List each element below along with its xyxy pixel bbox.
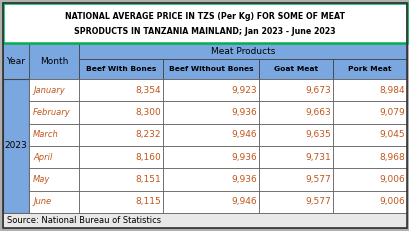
- Bar: [333, 191, 406, 213]
- Bar: [162, 79, 259, 101]
- Text: Beef With Bones: Beef With Bones: [85, 66, 156, 72]
- Text: 9,673: 9,673: [305, 86, 330, 95]
- Text: March: March: [33, 130, 58, 139]
- Text: 9,731: 9,731: [305, 153, 330, 162]
- Bar: [79, 101, 162, 124]
- Bar: [333, 79, 406, 101]
- Bar: [3, 213, 406, 228]
- Bar: [259, 168, 333, 191]
- Bar: [333, 146, 406, 168]
- Text: 8,151: 8,151: [135, 175, 160, 184]
- Text: 9,635: 9,635: [305, 130, 330, 139]
- Text: 9,923: 9,923: [231, 86, 257, 95]
- Bar: [162, 101, 259, 124]
- Bar: [79, 168, 162, 191]
- Text: 8,984: 8,984: [378, 86, 404, 95]
- Text: Year: Year: [7, 57, 25, 66]
- Bar: [79, 124, 162, 146]
- Text: 9,936: 9,936: [231, 175, 257, 184]
- Text: SPRODUCTS IN TANZANIA MAINLAND; Jan 2023 - June 2023: SPRODUCTS IN TANZANIA MAINLAND; Jan 2023…: [74, 27, 335, 36]
- Text: 9,079: 9,079: [378, 108, 404, 117]
- Bar: [79, 79, 162, 101]
- Text: Month: Month: [40, 57, 68, 66]
- Bar: [29, 168, 79, 191]
- Bar: [3, 43, 79, 79]
- Bar: [29, 101, 79, 124]
- Bar: [79, 43, 406, 59]
- Text: 9,663: 9,663: [305, 108, 330, 117]
- Bar: [3, 3, 406, 43]
- Bar: [162, 168, 259, 191]
- Text: 9,936: 9,936: [231, 153, 257, 162]
- Text: 8,160: 8,160: [135, 153, 160, 162]
- Bar: [162, 59, 259, 79]
- Text: 8,115: 8,115: [135, 197, 160, 206]
- Text: 9,946: 9,946: [231, 197, 257, 206]
- Bar: [29, 79, 79, 101]
- Text: February: February: [33, 108, 71, 117]
- Text: 9,936: 9,936: [231, 108, 257, 117]
- Text: Source: National Bureau of Statistics: Source: National Bureau of Statistics: [7, 216, 161, 225]
- Bar: [29, 146, 79, 168]
- Text: 9,946: 9,946: [231, 130, 257, 139]
- Bar: [259, 59, 333, 79]
- Bar: [162, 146, 259, 168]
- Bar: [333, 168, 406, 191]
- Text: 9,045: 9,045: [378, 130, 404, 139]
- Bar: [259, 191, 333, 213]
- Bar: [79, 191, 162, 213]
- Bar: [79, 59, 162, 79]
- Text: 8,232: 8,232: [135, 130, 160, 139]
- Text: 9,006: 9,006: [378, 175, 404, 184]
- Text: April: April: [33, 153, 52, 162]
- Text: 8,968: 8,968: [378, 153, 404, 162]
- Text: 8,300: 8,300: [135, 108, 160, 117]
- Text: January: January: [33, 86, 65, 95]
- Text: NATIONAL AVERAGE PRICE IN TZS (Per Kg) FOR SOME OF MEAT: NATIONAL AVERAGE PRICE IN TZS (Per Kg) F…: [65, 12, 344, 21]
- Bar: [333, 59, 406, 79]
- Text: Beef Without Bones: Beef Without Bones: [168, 66, 253, 72]
- Text: 2023: 2023: [4, 142, 27, 151]
- Bar: [259, 101, 333, 124]
- Text: May: May: [33, 175, 50, 184]
- Text: Meat Products: Meat Products: [210, 46, 274, 55]
- Text: June: June: [33, 197, 51, 206]
- Bar: [29, 124, 79, 146]
- Text: 8,354: 8,354: [135, 86, 160, 95]
- Text: Pork Meat: Pork Meat: [348, 66, 391, 72]
- Text: 9,006: 9,006: [378, 197, 404, 206]
- Bar: [29, 191, 79, 213]
- Bar: [333, 101, 406, 124]
- Bar: [3, 43, 29, 79]
- Text: 9,577: 9,577: [305, 197, 330, 206]
- Bar: [162, 124, 259, 146]
- Bar: [162, 191, 259, 213]
- Bar: [259, 124, 333, 146]
- Bar: [79, 146, 162, 168]
- Bar: [259, 146, 333, 168]
- Bar: [333, 124, 406, 146]
- Text: Goat Meat: Goat Meat: [274, 66, 317, 72]
- Text: 9,577: 9,577: [305, 175, 330, 184]
- Bar: [3, 79, 29, 213]
- Bar: [259, 79, 333, 101]
